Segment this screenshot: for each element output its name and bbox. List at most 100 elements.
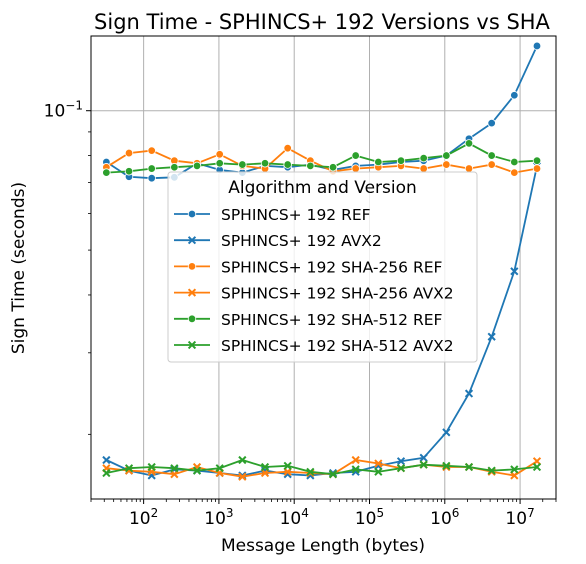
- data-point: [510, 168, 519, 177]
- data-point: [147, 146, 156, 155]
- x-tick-label: 104: [280, 506, 309, 529]
- data-point: [260, 462, 270, 472]
- data-point: [464, 389, 474, 398]
- x-tick-label: 102: [129, 506, 158, 529]
- data-point: [147, 462, 156, 472]
- legend-entry: SPHINCS+ 192 SHA-256 REF: [174, 258, 443, 276]
- data-point: [102, 455, 111, 465]
- data-point: [442, 461, 451, 470]
- legend-swatch-marker: [187, 262, 197, 271]
- legend-entry: SPHINCS+ 192 SHA-512 AVX2: [174, 337, 454, 355]
- legend-entries: SPHINCS+ 192 REF SPHINCS+ 192 AVX2 SPHINCS…: [174, 206, 454, 355]
- data-point: [419, 460, 428, 469]
- data-point: [351, 465, 360, 474]
- data-point: [442, 428, 451, 437]
- data-point: [532, 156, 542, 165]
- data-point: [487, 466, 496, 475]
- data-point: [192, 161, 202, 171]
- legend-label: SPHINCS+ 192 AVX2: [221, 232, 382, 250]
- data-point: [124, 148, 134, 158]
- series-line: [106, 459, 538, 476]
- data-point: [328, 470, 338, 479]
- data-point: [419, 164, 428, 173]
- data-point: [374, 467, 383, 476]
- legend-swatch-marker: [187, 314, 197, 323]
- data-point: [510, 267, 519, 276]
- legend-swatch-marker: [187, 236, 197, 245]
- data-point: [283, 467, 292, 476]
- legend-entry: SPHINCS+ 192 SHA-256 AVX2: [174, 285, 454, 303]
- data-point: [260, 159, 270, 168]
- data-point: [351, 455, 360, 465]
- data-point: [192, 466, 202, 475]
- data-point: [238, 455, 247, 465]
- data-point: [396, 156, 406, 165]
- data-point: [487, 118, 496, 128]
- data-point: [147, 164, 156, 173]
- data-point: [510, 471, 519, 480]
- data-point: [283, 160, 292, 169]
- plot-area: 102 103 104 105 106 107 10−1 Algorithm and Ver…: [44, 35, 557, 529]
- y-tick-label: 10−1: [44, 99, 83, 122]
- series-4: [102, 139, 542, 177]
- axis-ticks: 102 103 104 105 106 107 10−1: [44, 99, 557, 529]
- data-point: [328, 163, 338, 172]
- data-point: [464, 164, 474, 173]
- data-point: [396, 464, 406, 473]
- data-point: [215, 159, 224, 168]
- x-tick-label: 107: [505, 506, 534, 529]
- legend-label: SPHINCS+ 192 SHA-256 AVX2: [221, 285, 454, 303]
- data-point: [306, 467, 315, 476]
- data-point: [487, 151, 496, 160]
- chart-title: Sign Time - SPHINCS+ 192 Versions vs SHA: [94, 10, 551, 34]
- data-point: [260, 468, 270, 478]
- legend-label: SPHINCS+ 192 SHA-512 AVX2: [221, 337, 454, 355]
- data-point: [170, 163, 179, 172]
- data-point: [532, 164, 542, 173]
- data-point: [510, 91, 519, 100]
- data-point: [532, 41, 542, 51]
- data-point: [419, 153, 428, 163]
- data-point: [442, 160, 451, 169]
- legend-entry: SPHINCS+ 192 SHA-512 REF: [174, 311, 443, 329]
- data-point: [510, 157, 519, 167]
- legend-swatch-marker: [187, 288, 197, 297]
- data-point: [102, 468, 111, 478]
- data-point: [532, 462, 542, 472]
- data-point: [351, 151, 360, 160]
- plot-frame: [90, 35, 557, 500]
- data-point: [464, 139, 474, 148]
- data-point: [170, 470, 179, 479]
- data-point: [238, 472, 247, 481]
- x-axis-label: Message Length (bytes): [221, 536, 425, 556]
- series-layer: [102, 41, 542, 481]
- legend-box: [167, 171, 478, 363]
- data-point: [124, 464, 134, 473]
- data-point: [419, 453, 428, 462]
- x-tick-label: 106: [430, 506, 459, 529]
- legend-title: Algorithm and Version: [228, 178, 417, 198]
- data-point: [442, 151, 451, 160]
- legend-label: SPHINCS+ 192 SHA-256 REF: [221, 258, 443, 276]
- x-tick-label: 103: [204, 506, 233, 529]
- data-point: [283, 143, 292, 153]
- legend-label: SPHINCS+ 192 REF: [221, 206, 371, 224]
- legend-label: SPHINCS+ 192 SHA-512 REF: [221, 311, 443, 329]
- x-tick-label: 105: [355, 506, 384, 529]
- data-point: [170, 464, 179, 473]
- data-point: [124, 167, 134, 176]
- legend-entry: SPHINCS+ 192 AVX2: [174, 232, 382, 250]
- legend: Algorithm and Version SPHINCS+ 192 REFSP…: [167, 171, 478, 363]
- legend-swatch-marker: [187, 209, 197, 219]
- data-point: [215, 464, 224, 473]
- data-point: [374, 157, 383, 167]
- data-point: [238, 160, 247, 169]
- data-point: [102, 168, 111, 177]
- data-point: [306, 161, 315, 171]
- data-point: [487, 160, 496, 169]
- data-point: [147, 173, 156, 183]
- data-point: [374, 459, 383, 468]
- y-axis-label: Sign Time (seconds): [9, 182, 29, 354]
- data-point: [487, 332, 496, 341]
- data-point: [215, 150, 224, 159]
